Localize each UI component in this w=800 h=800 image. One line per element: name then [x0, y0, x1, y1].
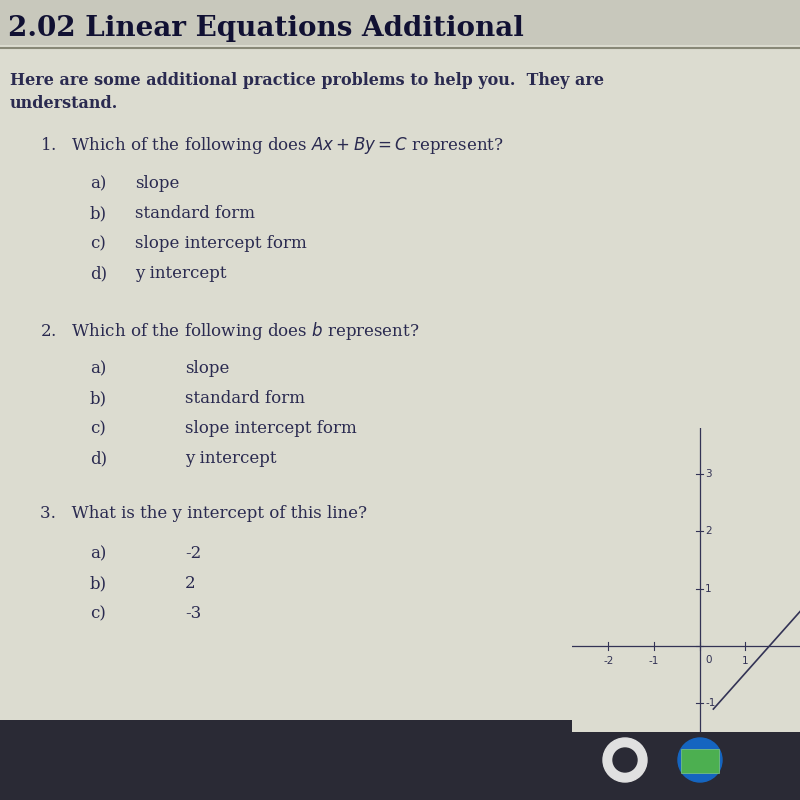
Wedge shape	[614, 738, 646, 758]
Text: -1: -1	[649, 656, 659, 666]
Text: c): c)	[90, 420, 106, 437]
Text: a): a)	[90, 175, 106, 192]
Text: d): d)	[90, 450, 107, 467]
Circle shape	[603, 738, 647, 782]
Text: 2.   Which of the following does $b$ represent?: 2. Which of the following does $b$ repre…	[40, 320, 419, 342]
FancyBboxPatch shape	[0, 720, 800, 800]
Text: slope intercept form: slope intercept form	[185, 420, 357, 437]
Text: 2.02 Linear Equations Additional: 2.02 Linear Equations Additional	[8, 14, 524, 42]
Wedge shape	[603, 743, 619, 779]
FancyBboxPatch shape	[681, 749, 719, 773]
Text: 1: 1	[742, 656, 749, 666]
Text: c): c)	[90, 235, 106, 252]
Text: b): b)	[90, 575, 107, 592]
Text: -2: -2	[603, 656, 614, 666]
Text: a): a)	[90, 545, 106, 562]
Text: 3.   What is the y intercept of this line?: 3. What is the y intercept of this line?	[40, 505, 367, 522]
Circle shape	[613, 748, 637, 772]
Text: d): d)	[90, 265, 107, 282]
Text: slope: slope	[185, 360, 230, 377]
Text: 1: 1	[705, 584, 712, 594]
FancyBboxPatch shape	[0, 0, 800, 45]
Text: y intercept: y intercept	[135, 265, 226, 282]
Wedge shape	[618, 760, 647, 782]
Text: -3: -3	[185, 605, 202, 622]
Text: a): a)	[90, 360, 106, 377]
Text: -1: -1	[705, 698, 715, 708]
Text: Here are some additional practice problems to help you.  They are: Here are some additional practice proble…	[10, 72, 604, 89]
Text: 0: 0	[705, 654, 712, 665]
Text: understand.: understand.	[10, 95, 118, 112]
Text: -2: -2	[185, 545, 202, 562]
Text: b): b)	[90, 390, 107, 407]
Text: slope intercept form: slope intercept form	[135, 235, 306, 252]
Text: standard form: standard form	[185, 390, 305, 407]
Text: b): b)	[90, 205, 107, 222]
Text: c): c)	[90, 605, 106, 622]
Text: 2: 2	[185, 575, 196, 592]
Text: slope: slope	[135, 175, 179, 192]
Text: standard form: standard form	[135, 205, 255, 222]
FancyBboxPatch shape	[0, 0, 800, 720]
Circle shape	[678, 738, 722, 782]
Text: 3: 3	[705, 469, 712, 479]
Text: y intercept: y intercept	[185, 450, 277, 467]
Text: 2: 2	[705, 526, 712, 536]
Text: 1.   Which of the following does $Ax + By = C$ represent?: 1. Which of the following does $Ax + By …	[40, 135, 504, 156]
